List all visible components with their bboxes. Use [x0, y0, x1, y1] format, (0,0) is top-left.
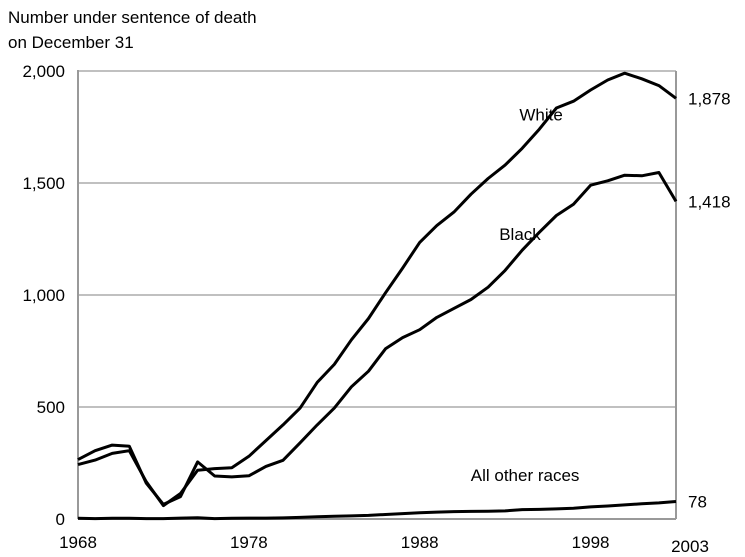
series-line-all-other-races [77, 500, 677, 521]
series-name-label: White [519, 106, 562, 125]
series-line-white [77, 71, 677, 508]
series-end-value: 1,878 [688, 89, 731, 108]
y-tick-label: 1,500 [22, 174, 65, 193]
y-tick-labels: 0 500 1,000 1,500 2,000 [22, 62, 65, 529]
series-name-label: Black [499, 225, 541, 244]
series-end-value: 1,418 [688, 192, 731, 211]
y-tick-label: 500 [37, 398, 65, 417]
series-labels: White 1,878 Black 1,418 All other races 78 [471, 89, 731, 511]
x-tick-label: 1978 [230, 533, 268, 552]
x-tick-label: 1998 [572, 533, 610, 552]
y-axis-title-line-2: on December 31 [8, 33, 134, 52]
series-name-label: All other races [471, 466, 580, 485]
series-lines [77, 71, 678, 521]
series-end-value: 78 [688, 493, 707, 512]
series-line-black [77, 171, 678, 506]
y-tick-label: 0 [56, 510, 65, 529]
y-tick-label: 1,000 [22, 286, 65, 305]
x-tick-label: 1988 [401, 533, 439, 552]
y-axis-title-line-1: Number under sentence of death [8, 8, 257, 27]
grid-lines [77, 70, 677, 520]
x-tick-label: 2003 [671, 537, 709, 556]
y-tick-label: 2,000 [22, 62, 65, 81]
x-tick-label: 1968 [59, 533, 97, 552]
x-tick-labels: 1968 1978 1988 1998 2003 [59, 533, 709, 556]
